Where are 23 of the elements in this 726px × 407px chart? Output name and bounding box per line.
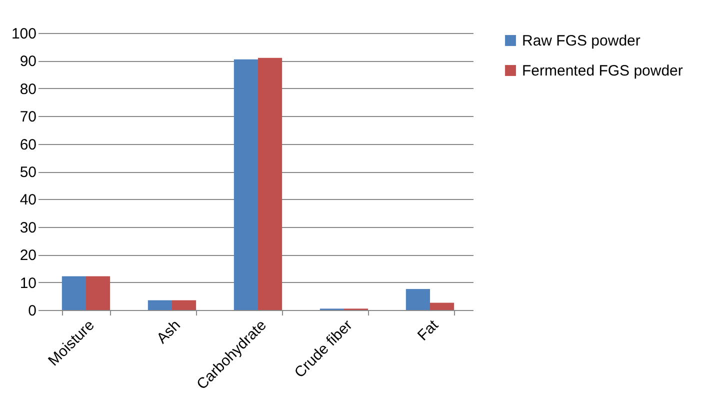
y-tick-label: 90: [20, 53, 36, 70]
legend-label: Raw FGS powder: [522, 32, 640, 50]
x-tick-label: Ash: [154, 316, 184, 348]
legend-label: Fermented FGS powder: [522, 62, 683, 80]
bar: [406, 288, 430, 310]
bar: [86, 276, 110, 310]
y-tick-label: 0: [28, 302, 36, 320]
y-tick-label: 70: [20, 108, 36, 126]
y-tick-label: 80: [20, 80, 36, 98]
bar: [258, 58, 282, 310]
bar: [430, 302, 454, 310]
x-tick-label: Fat: [414, 316, 442, 344]
bar: [172, 300, 196, 310]
y-tick-label: 10: [20, 274, 36, 292]
y-tick-label: 100: [11, 26, 36, 42]
y-tick-label: 50: [20, 164, 36, 181]
bar: [62, 276, 86, 310]
y-tick-label: 20: [20, 247, 36, 264]
y-tick-label: 60: [20, 136, 36, 154]
y-tick-label: 40: [20, 192, 36, 209]
bar: [148, 300, 172, 310]
bar: [234, 59, 258, 310]
y-tick-label: 30: [20, 219, 36, 236]
